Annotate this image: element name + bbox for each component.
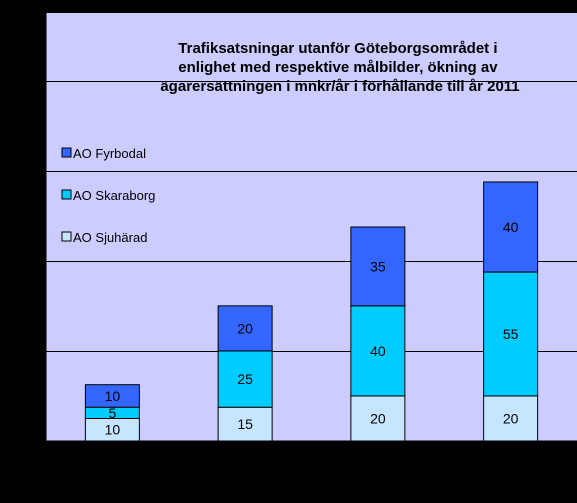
legend-label: AO Fyrbodal bbox=[73, 146, 146, 161]
bar-segment bbox=[350, 305, 406, 397]
bar-segment bbox=[217, 406, 273, 442]
data-label: 40 bbox=[503, 219, 519, 235]
data-label: 15 bbox=[237, 416, 253, 432]
legend-label: AO Skaraborg bbox=[73, 188, 155, 203]
bar-segment bbox=[350, 395, 406, 442]
bar-segment bbox=[350, 226, 406, 307]
chart-title-line-2: enlighet med respektive målbilder, öknin… bbox=[178, 59, 498, 76]
bar-segment bbox=[483, 181, 539, 273]
chart-title: Trafiksatsningar utanför Göteborgsområde… bbox=[160, 40, 519, 95]
data-label: 20 bbox=[503, 410, 519, 426]
legend-swatch bbox=[61, 231, 72, 242]
data-label: 5 bbox=[108, 405, 116, 421]
data-label: 20 bbox=[237, 320, 253, 336]
data-label: 40 bbox=[370, 343, 386, 359]
legend: AO Fyrbodal AO Skaraborg AO Sjuhärad bbox=[61, 146, 155, 245]
bar-segment bbox=[217, 350, 273, 408]
bar-segment bbox=[84, 384, 140, 408]
legend-swatch bbox=[61, 147, 72, 158]
bar-segment bbox=[483, 271, 539, 397]
bar-segment bbox=[217, 305, 273, 352]
data-label: 35 bbox=[370, 258, 386, 274]
data-label: 25 bbox=[237, 371, 253, 387]
chart-title-line-1: Trafiksatsningar utanför Göteborgsområde… bbox=[178, 40, 497, 57]
data-label: 20 bbox=[370, 410, 386, 426]
legend-swatch bbox=[61, 189, 72, 200]
legend-label: AO Sjuhärad bbox=[73, 230, 147, 245]
chart-title-line-3: ägarersättningen i mnkr/år i förhållande… bbox=[160, 78, 519, 95]
data-label: 10 bbox=[105, 388, 121, 404]
data-label: 10 bbox=[105, 422, 121, 438]
data-label: 55 bbox=[503, 326, 519, 342]
